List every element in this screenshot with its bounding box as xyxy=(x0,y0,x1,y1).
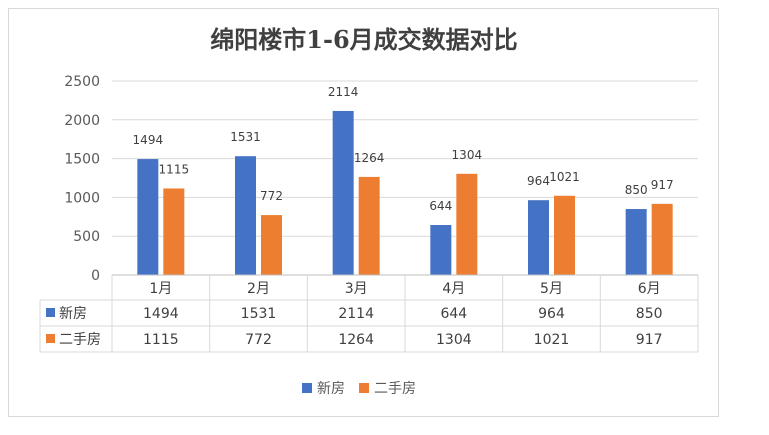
y-tick-label: 2000 xyxy=(64,113,100,129)
data-label: 1304 xyxy=(452,148,483,162)
bar-new xyxy=(430,225,452,275)
bar-new xyxy=(528,200,549,275)
legend-swatch xyxy=(302,383,312,393)
data-label: 850 xyxy=(625,183,648,197)
table-cell: 2114 xyxy=(338,306,374,322)
table-cell: 850 xyxy=(636,306,663,322)
x-tick-label: 5月 xyxy=(540,281,563,297)
data-label: 1115 xyxy=(159,162,190,176)
bar-resale xyxy=(163,188,185,275)
y-tick-label: 1000 xyxy=(64,190,100,206)
table-series-swatch xyxy=(46,308,55,317)
table-cell: 772 xyxy=(245,332,272,348)
bar-new xyxy=(235,156,256,275)
bar-resale xyxy=(261,215,282,275)
data-label: 917 xyxy=(651,178,674,192)
bar-resale xyxy=(554,195,575,275)
table-cell: 1304 xyxy=(436,332,472,348)
bar-resale xyxy=(651,203,673,275)
bar-new xyxy=(137,159,159,275)
x-tick-label: 1月 xyxy=(149,281,172,297)
legend-label: 二手房 xyxy=(374,381,416,397)
data-label: 772 xyxy=(260,189,283,203)
data-label: 1264 xyxy=(354,151,385,165)
y-tick-label: 1500 xyxy=(64,152,100,168)
bar-resale xyxy=(456,173,478,275)
table-cell: 917 xyxy=(636,332,663,348)
y-tick-label: 0 xyxy=(91,268,100,284)
data-label: 2114 xyxy=(328,85,359,99)
table-series-name: 二手房 xyxy=(59,332,101,348)
x-tick-label: 6月 xyxy=(638,281,661,297)
data-label: 1021 xyxy=(549,170,580,184)
data-label: 644 xyxy=(429,199,452,213)
table-cell: 1494 xyxy=(143,306,179,322)
table-cell: 1264 xyxy=(338,332,374,348)
data-label: 1494 xyxy=(133,133,164,147)
x-tick-label: 3月 xyxy=(345,281,368,297)
x-tick-label: 4月 xyxy=(442,281,465,297)
table-cell: 964 xyxy=(538,306,565,322)
data-label: 964 xyxy=(527,174,550,188)
x-tick-label: 2月 xyxy=(247,281,270,297)
bar-new xyxy=(625,209,647,275)
legend-swatch xyxy=(359,383,369,393)
bar-layer xyxy=(137,110,673,275)
data-label-layer: 1494 1115 1531 772 2114 1264 644 1304 964 1021 850… xyxy=(133,85,674,213)
chart-title: 绵阳楼市1-6月成交数据对比 xyxy=(210,25,517,54)
y-tick-label: 500 xyxy=(73,229,100,245)
data-label: 1531 xyxy=(230,130,261,144)
table-cell: 1021 xyxy=(534,332,570,348)
table-cell: 1531 xyxy=(241,306,277,322)
bar-resale xyxy=(358,176,380,275)
legend-label: 新房 xyxy=(317,381,345,397)
table-cell: 644 xyxy=(440,306,467,322)
bar-new xyxy=(332,110,354,275)
table-series-swatch xyxy=(46,334,55,343)
table-series-name: 新房 xyxy=(59,306,87,322)
y-axis: 0 500 1000 1500 2000 2500 xyxy=(64,74,100,284)
legend: 新房 二手房 xyxy=(302,381,416,397)
y-tick-label: 2500 xyxy=(64,74,100,90)
table-cell: 1115 xyxy=(143,332,179,348)
